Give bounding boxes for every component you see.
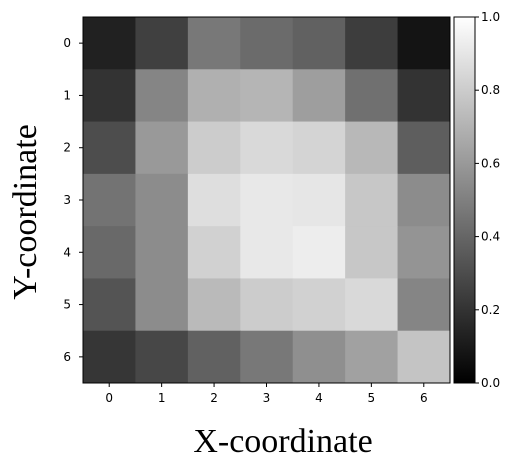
x-tick-label: 2 bbox=[210, 391, 218, 405]
heatmap-cell-r5-c5 bbox=[345, 278, 399, 332]
colorbar-tick-label: 0.4 bbox=[481, 230, 500, 244]
heatmap-cell-r4-c4 bbox=[292, 226, 346, 279]
x-tick-label: 5 bbox=[368, 391, 376, 405]
y-tick-label: 5 bbox=[63, 298, 71, 312]
heatmap-cell-r6-c0 bbox=[83, 330, 136, 384]
heatmap-cell-r2-c0 bbox=[83, 121, 136, 175]
heatmap-cell-r3-c5 bbox=[345, 173, 399, 227]
heatmap-cell-r1-c4 bbox=[292, 69, 346, 123]
x-tick-label: 4 bbox=[315, 391, 323, 405]
x-tick-label: 0 bbox=[105, 391, 113, 405]
colorbar-tick-label: 0.2 bbox=[481, 303, 500, 317]
y-tick-label: 6 bbox=[63, 350, 71, 364]
heatmap-cell-r3-c1 bbox=[135, 173, 189, 227]
heatmap-cell-r2-c4 bbox=[292, 121, 346, 175]
heatmap-cell-r0-c0 bbox=[83, 17, 136, 70]
heatmap-cell-r3-c3 bbox=[240, 173, 294, 227]
heatmap-cells bbox=[83, 17, 451, 384]
heatmap-cell-r5-c3 bbox=[240, 278, 294, 332]
heatmap-cell-r0-c3 bbox=[240, 17, 294, 70]
heatmap-cell-r1-c2 bbox=[187, 69, 241, 123]
heatmap-cell-r2-c2 bbox=[187, 121, 241, 175]
x-axis-label: X-coordinate bbox=[193, 423, 372, 460]
heatmap-cell-r4-c5 bbox=[345, 226, 399, 279]
heatmap-cell-r6-c1 bbox=[135, 330, 189, 384]
heatmap-cell-r5-c4 bbox=[292, 278, 346, 332]
heatmap-cell-r2-c3 bbox=[240, 121, 294, 175]
heatmap-cell-r5-c0 bbox=[83, 278, 136, 332]
colorbar-tick-label: 0.0 bbox=[481, 376, 500, 390]
heatmap-cell-r3-c4 bbox=[292, 173, 346, 227]
heatmap-cell-r2-c6 bbox=[397, 121, 451, 175]
y-tick-label: 2 bbox=[63, 141, 71, 155]
heatmap-cell-r3-c2 bbox=[187, 173, 241, 227]
heatmap-cell-r4-c6 bbox=[397, 226, 451, 279]
y-tick-label: 4 bbox=[63, 245, 71, 259]
heatmap-cell-r5-c2 bbox=[187, 278, 241, 332]
heatmap-cell-r1-c5 bbox=[345, 69, 399, 123]
y-tick-label: 3 bbox=[63, 193, 71, 207]
heatmap-cell-r0-c5 bbox=[345, 17, 399, 70]
heatmap-cell-r1-c3 bbox=[240, 69, 294, 123]
heatmap-cell-r4-c1 bbox=[135, 226, 189, 279]
heatmap-cell-r2-c5 bbox=[345, 121, 399, 175]
heatmap-cell-r0-c4 bbox=[292, 17, 346, 70]
y-axis-ticks: 0 1 2 3 4 5 6 bbox=[63, 36, 83, 364]
heatmap-cell-r1-c0 bbox=[83, 69, 136, 123]
heatmap-cell-r6-c3 bbox=[240, 330, 294, 384]
heatmap-cell-r3-c6 bbox=[397, 173, 451, 227]
heatmap-cell-r6-c4 bbox=[292, 330, 346, 384]
colorbar-tick-label: 0.8 bbox=[481, 83, 500, 97]
heatmap-cell-r5-c1 bbox=[135, 278, 189, 332]
heatmap-cell-r6-c6 bbox=[397, 330, 451, 384]
x-tick-label: 1 bbox=[158, 391, 166, 405]
y-tick-label: 1 bbox=[63, 88, 71, 102]
x-tick-label: 3 bbox=[263, 391, 271, 405]
y-tick-label: 0 bbox=[63, 36, 71, 50]
heatmap-cell-r2-c1 bbox=[135, 121, 189, 175]
heatmap-cell-r0-c1 bbox=[135, 17, 189, 70]
x-tick-label: 6 bbox=[420, 391, 428, 405]
heatmap-cell-r6-c2 bbox=[187, 330, 241, 384]
heatmap-cell-r5-c6 bbox=[397, 278, 451, 332]
heatmap-cell-r6-c5 bbox=[345, 330, 399, 384]
heatmap-cell-r4-c0 bbox=[83, 226, 136, 279]
heatmap-cell-r0-c2 bbox=[187, 17, 241, 70]
heatmap-cell-r0-c6 bbox=[397, 17, 451, 70]
x-axis-ticks: 0 1 2 3 4 5 6 bbox=[105, 383, 428, 405]
colorbar-tick-label: 0.6 bbox=[481, 156, 500, 170]
colorbar-ticks: 0.0 0.2 0.4 0.6 0.8 1.0 bbox=[475, 10, 500, 390]
heatmap-cell-r4-c2 bbox=[187, 226, 241, 279]
heatmap-cell-r1-c1 bbox=[135, 69, 189, 123]
colorbar-tick-label: 1.0 bbox=[481, 10, 500, 24]
heatmap-cell-r1-c6 bbox=[397, 69, 451, 123]
colorbar bbox=[453, 16, 476, 384]
heatmap-cell-r3-c0 bbox=[83, 173, 136, 227]
y-axis-label: Y-coordinate bbox=[7, 124, 44, 300]
heatmap-cell-r4-c3 bbox=[240, 226, 294, 279]
